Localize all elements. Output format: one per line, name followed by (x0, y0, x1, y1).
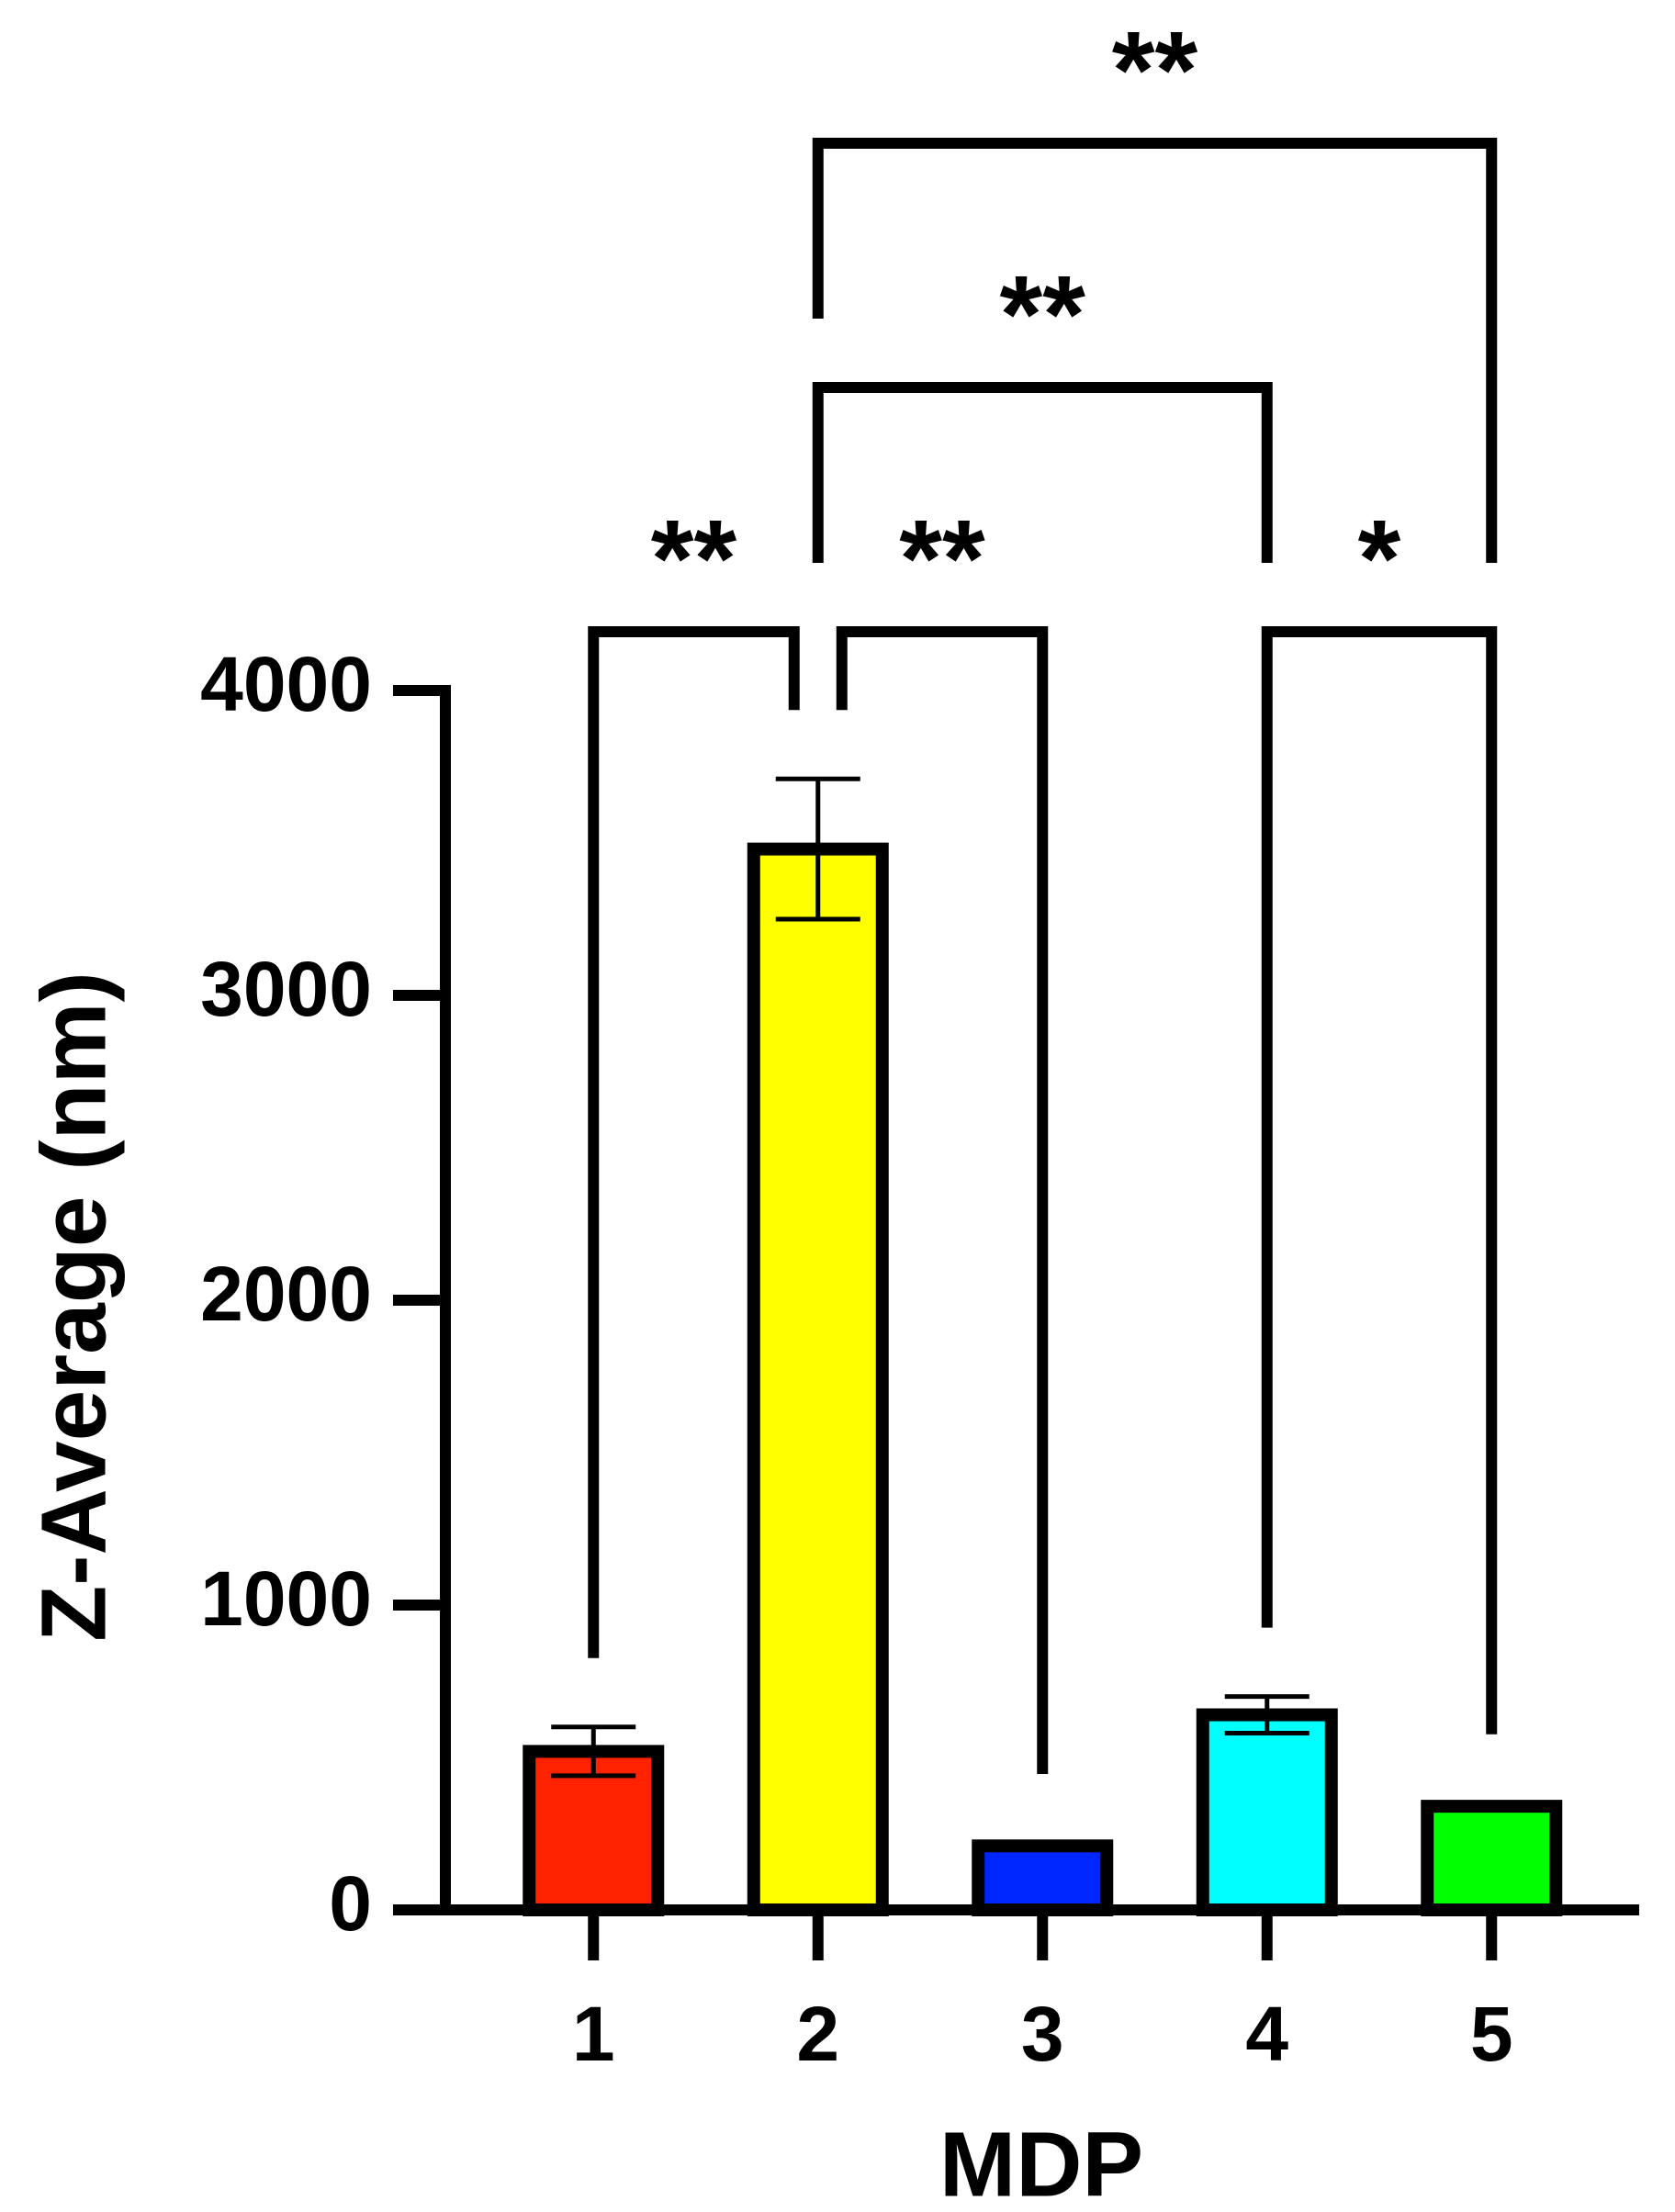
significance-bracket (812, 138, 1498, 563)
y-tick-label: 3000 (200, 946, 372, 1032)
x-axis-label: MDP (939, 2113, 1143, 2212)
significance-bracket (836, 626, 1049, 1774)
x-tick-label: 1 (572, 1991, 615, 2077)
y-tick-label: 2000 (200, 1251, 372, 1337)
significance-bracket (812, 382, 1273, 563)
y-axis-label: Z-Average (nm) (22, 971, 125, 1642)
bar (747, 842, 889, 1916)
significance-label: ** (651, 498, 737, 621)
significance-label: * (1358, 498, 1401, 621)
x-tick-label: 5 (1470, 1991, 1513, 2077)
bar (1421, 1800, 1563, 1916)
significance-bracket (588, 626, 800, 1658)
y-tick-label: 4000 (200, 641, 372, 727)
significance-bracket (1261, 626, 1498, 1735)
y-tick-label: 1000 (200, 1555, 372, 1642)
bar (1196, 1708, 1338, 1917)
x-tick-label: 4 (1245, 1991, 1288, 2077)
significance-label: ** (1112, 9, 1198, 132)
bar (972, 1839, 1114, 1917)
x-tick-label: 3 (1021, 1991, 1064, 2077)
significance-label: ** (899, 498, 985, 621)
significance-label: ** (1000, 253, 1086, 376)
x-tick-label: 2 (796, 1991, 839, 2077)
y-tick-label: 0 (329, 1860, 372, 1947)
